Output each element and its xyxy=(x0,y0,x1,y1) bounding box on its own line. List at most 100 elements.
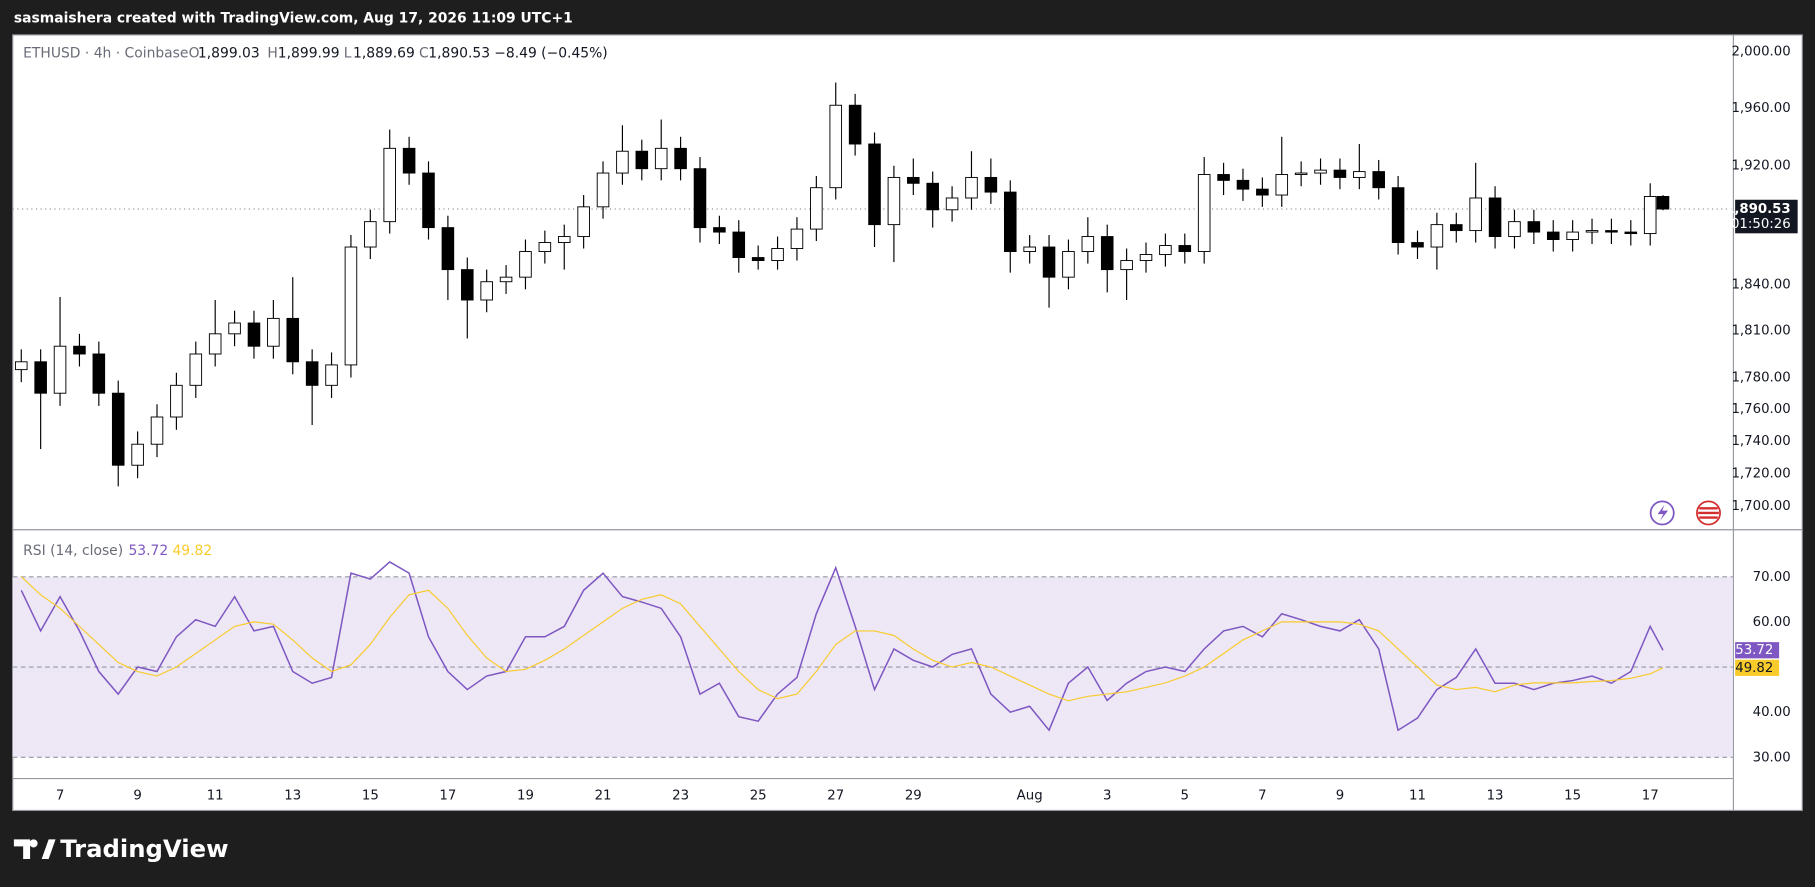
candle-body xyxy=(1314,169,1327,174)
candle-body xyxy=(364,221,377,248)
x-tick-label: Aug xyxy=(1017,788,1043,803)
candle-body xyxy=(1450,224,1463,232)
candle-body xyxy=(1372,171,1385,189)
candle-body xyxy=(1081,236,1095,252)
candle-body xyxy=(1624,231,1638,235)
candle-body xyxy=(1656,196,1670,210)
candle-body xyxy=(984,176,998,193)
x-tick-label: 15 xyxy=(362,788,379,803)
legend-value: 1,899.03 xyxy=(198,45,260,61)
last-price-label: 1,890.53 xyxy=(1725,202,1791,217)
countdown-label: 01:50:26 xyxy=(1731,217,1791,232)
y-tick-label: 1,780.00 xyxy=(1731,370,1790,385)
y-tick-label: 1,720.00 xyxy=(1731,466,1790,481)
change-legend: −8.49 (−0.45%) xyxy=(494,45,607,61)
candle-body xyxy=(150,416,164,445)
candle-body xyxy=(111,392,125,466)
candle-body xyxy=(1275,174,1289,196)
candle-body xyxy=(73,345,86,355)
candle-body xyxy=(596,172,610,208)
x-tick-label: 9 xyxy=(133,788,141,803)
candle-body xyxy=(499,276,513,283)
x-tick-label: 19 xyxy=(517,788,534,803)
candle-body xyxy=(965,176,978,199)
legend-value: 1,899.99 xyxy=(278,45,340,61)
candle-body xyxy=(926,182,939,211)
candle-body xyxy=(1546,231,1560,241)
brand-logo xyxy=(13,839,56,860)
candle-body xyxy=(228,322,241,335)
x-tick-label: 25 xyxy=(750,788,767,803)
y-tick-label: 30.00 xyxy=(1753,750,1791,765)
x-tick-label: 3 xyxy=(1103,788,1111,803)
x-tick-label: 11 xyxy=(1409,788,1426,803)
flag-stripes xyxy=(1698,507,1719,519)
legend-key: L xyxy=(344,45,352,61)
symbol-legend: ETHUSD · 4h · Coinbase xyxy=(23,45,188,61)
x-tick-label: 13 xyxy=(284,788,301,803)
x-tick-label: 17 xyxy=(439,788,456,803)
candle-body xyxy=(538,242,552,252)
candle-body xyxy=(325,364,338,386)
candle-body xyxy=(829,104,843,189)
candle-body xyxy=(1294,172,1308,175)
brand-name: TradingView xyxy=(60,834,228,863)
candle-body xyxy=(402,147,416,174)
candle-body xyxy=(635,150,649,170)
candle-body xyxy=(480,281,493,301)
candle-body xyxy=(557,236,571,243)
x-tick-label: 29 xyxy=(905,788,922,803)
candle-body xyxy=(286,317,300,363)
x-tick-label: 11 xyxy=(207,788,224,803)
legend-value: 1,889.69 xyxy=(353,45,415,61)
y-tick-label: 1,740.00 xyxy=(1731,434,1790,449)
legend-value: 1,890.53 xyxy=(428,45,490,61)
candle-body xyxy=(383,147,396,223)
y-tick-label: 70.00 xyxy=(1753,570,1791,585)
y-tick-label: 1,810.00 xyxy=(1731,324,1790,339)
candle-body xyxy=(732,231,746,259)
y-tick-label: 1,920.00 xyxy=(1731,159,1790,174)
candle-body xyxy=(810,187,823,230)
candle-body xyxy=(790,228,804,249)
candle-body xyxy=(1411,242,1424,248)
candle-body xyxy=(1139,254,1153,262)
candle-body xyxy=(1643,196,1657,235)
candle-body xyxy=(1353,171,1366,178)
x-tick-label: 15 xyxy=(1564,788,1581,803)
toolbar-icons[interactable] xyxy=(1649,500,1721,526)
candle-body xyxy=(1217,174,1230,181)
attribution: sasmaishera created with TradingView.com… xyxy=(14,11,573,27)
flash-glyph xyxy=(1657,504,1668,522)
candle-body xyxy=(1391,187,1405,243)
y-tick-label: 1,960.00 xyxy=(1731,101,1790,116)
rsi-line xyxy=(20,560,1664,732)
candle-body xyxy=(441,227,455,271)
candle-body xyxy=(1430,224,1444,248)
candle-body xyxy=(1003,191,1017,252)
last-value-label: 53.72 xyxy=(1735,643,1773,658)
rsi-title: RSI (14, close) xyxy=(23,543,123,559)
candle-body xyxy=(305,361,319,386)
candle-body xyxy=(868,143,881,226)
x-tick-label: 21 xyxy=(595,788,612,803)
last-value-box xyxy=(1735,659,1780,676)
last-value-box xyxy=(1735,642,1780,659)
candle-body xyxy=(53,345,67,394)
candle-body xyxy=(1585,230,1599,233)
y-tick-label: 2,000.00 xyxy=(1731,45,1790,60)
candle-body xyxy=(693,168,707,229)
candle-body xyxy=(1197,174,1211,252)
candle-body xyxy=(1120,260,1133,271)
candle-body xyxy=(751,257,765,262)
y-tick-label: 40.00 xyxy=(1753,705,1791,720)
candle-body xyxy=(1236,179,1250,190)
last-price-box xyxy=(1735,199,1798,234)
candle-body xyxy=(208,333,222,355)
legend-key: O xyxy=(189,45,200,61)
candle-body xyxy=(1605,230,1618,233)
x-tick-label: 9 xyxy=(1336,788,1344,803)
candle-body xyxy=(267,317,280,347)
candle-body xyxy=(1042,246,1056,278)
